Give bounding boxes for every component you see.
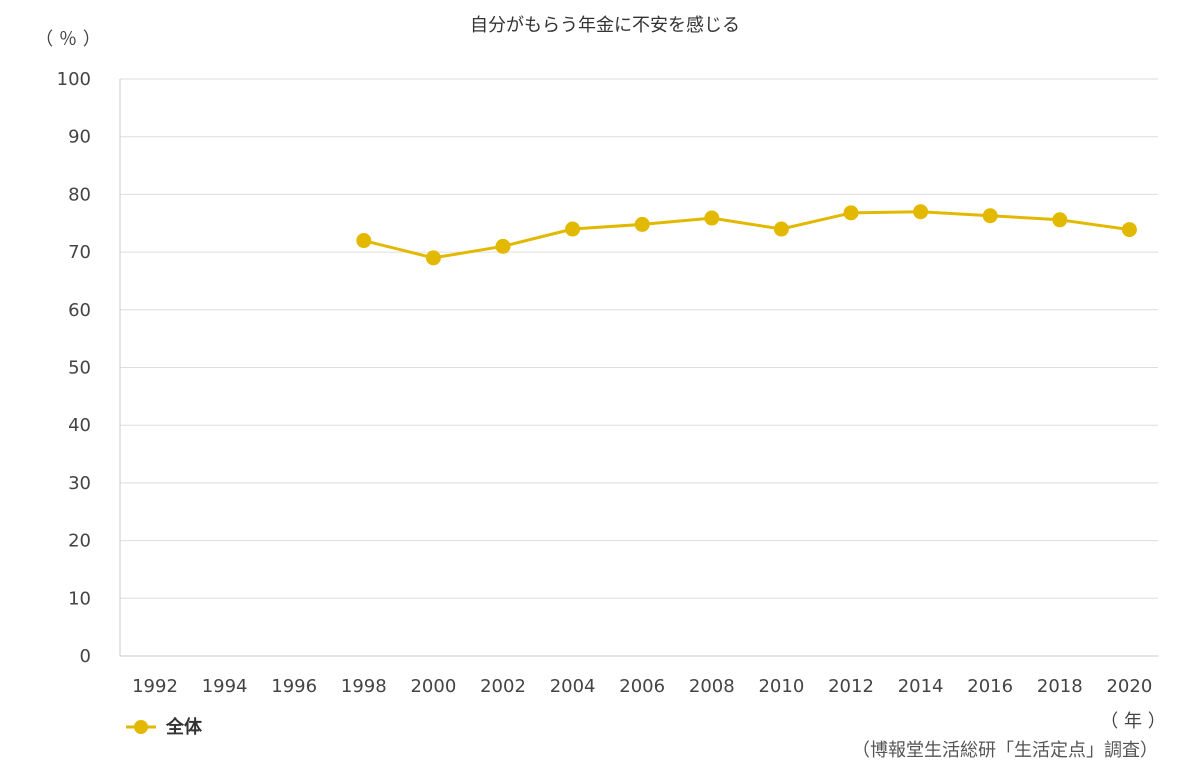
y-tick-label: 90 — [68, 127, 91, 148]
x-tick-label: 2000 — [410, 676, 456, 697]
x-tick-label: 2010 — [758, 676, 804, 697]
data-point — [704, 210, 720, 226]
y-tick-label: 10 — [68, 588, 91, 609]
data-point — [425, 250, 441, 266]
data-point — [913, 204, 929, 220]
y-tick-label: 30 — [68, 473, 91, 494]
x-tick-label: 1998 — [341, 676, 387, 697]
x-tick-label: 2004 — [550, 676, 596, 697]
x-axis-unit: （ 年 ） — [1100, 711, 1165, 732]
x-tick-label: 2006 — [619, 676, 665, 697]
y-tick-label: 20 — [68, 531, 91, 552]
x-tick-label: 2012 — [828, 676, 874, 697]
data-point — [843, 205, 859, 221]
legend-label-overall: 全体 — [165, 716, 203, 738]
y-axis-unit: （ ％ ） — [35, 29, 100, 50]
data-point — [356, 233, 372, 249]
y-tick-label: 40 — [68, 415, 91, 436]
y-tick-label: 50 — [68, 358, 91, 379]
data-point — [1052, 212, 1068, 228]
x-tick-label: 2020 — [1106, 676, 1152, 697]
x-tick-label: 1996 — [271, 676, 317, 697]
grid-lines — [120, 78, 1158, 599]
x-tick-label: 2018 — [1037, 676, 1083, 697]
x-tick-label: 1992 — [132, 676, 178, 697]
x-tick-label: 2002 — [480, 676, 526, 697]
x-tick-label: 2008 — [689, 676, 735, 697]
y-tick-label: 60 — [68, 300, 91, 321]
x-tick-labels: 1992 1994 1996 1998 2000 2002 2004 2006 2008 2010… — [132, 676, 1152, 697]
series-line-0 — [362, 210, 1131, 260]
source-note: （博報堂生活総研「生活定点」調査） — [852, 740, 1158, 761]
data-point — [495, 238, 511, 254]
y-tick-label: 80 — [68, 184, 91, 205]
legend-point-marker — [134, 720, 148, 734]
data-point — [565, 221, 581, 237]
series-points — [356, 204, 1137, 266]
series-lines — [362, 210, 1131, 260]
x-tick-label: 1994 — [202, 676, 248, 697]
y-tick-label: 0 — [80, 646, 91, 667]
data-point — [634, 216, 650, 232]
x-tick-label: 2016 — [967, 676, 1013, 697]
x-tick-label: 2014 — [898, 676, 944, 697]
y-tick-label: 70 — [68, 242, 91, 263]
y-tick-label: 100 — [57, 69, 91, 90]
data-point — [773, 221, 789, 237]
chart-title: 自分がもらう年金に不安を感じる — [470, 15, 740, 36]
data-point — [982, 208, 998, 224]
y-tick-labels: 0 10 20 30 40 50 60 70 80 90 100 — [57, 69, 91, 667]
axes — [119, 79, 1158, 657]
legend: 全体 — [126, 716, 203, 738]
data-point — [1121, 222, 1137, 238]
